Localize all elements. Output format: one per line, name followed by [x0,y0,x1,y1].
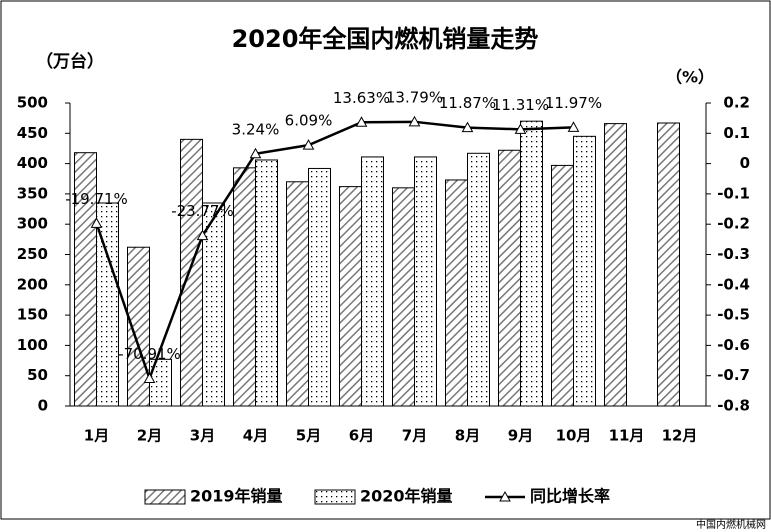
bar [657,122,680,407]
bar [180,138,203,407]
chart-title: 2020年全国内燃机销量走势 [232,25,539,53]
source: 中国内燃机械网 [696,518,766,531]
y-tick-label: 250 [17,245,48,263]
line-marker [196,229,209,241]
y2-tick-label: -0.3 [717,245,750,263]
bar [96,202,119,407]
legend-label: 2020年销量 [360,487,453,506]
x-tick-label: 9月 [508,427,533,445]
line-marker [408,115,421,127]
y2-tick-label: 0 [740,154,750,172]
bar [551,164,574,407]
x-tick-label: 4月 [243,427,268,445]
y-tick-label: 50 [27,366,48,384]
bar [467,152,490,407]
legend-label: 2019年销量 [190,487,283,506]
bar [308,167,331,407]
line-marker [249,147,262,159]
bar [202,202,225,407]
line-marker [302,139,315,150]
x-tick-label: 1月 [84,427,109,445]
data-label: 11.31% [492,96,549,114]
y2-tick-label: -0.7 [717,366,750,384]
x-tick-label: 10月 [556,427,592,445]
data-label: 3.24% [232,120,280,138]
y-tick-label: 200 [17,275,48,293]
data-label: 6.09% [285,112,333,130]
x-tick-label: 7月 [402,427,427,445]
bar [233,167,256,407]
data-label: -23.77% [171,202,234,220]
y-tick-label: 300 [17,215,48,233]
bar [286,181,309,407]
bar [414,156,437,407]
y2-tick-label: 0.2 [723,94,750,112]
y-tick-label: 350 [17,184,48,202]
legend-swatch [314,489,356,505]
data-label: -19.71% [65,190,128,208]
legend-marker [499,490,511,502]
line-marker [90,217,103,228]
bar [255,159,278,407]
line-marker [567,121,580,132]
y-tick-label: 450 [17,124,48,142]
y2-axis-label: （%） [666,68,714,87]
y-tick-label: 100 [17,336,48,354]
y2-tick-label: 0.1 [723,124,750,142]
y-axis-label: （万台） [36,51,104,72]
bar [445,179,468,407]
y-tick-label: 500 [17,94,48,112]
x-tick-label: 11月 [609,427,645,445]
x-tick-label: 12月 [662,427,698,445]
line-marker [355,116,368,127]
x-tick-label: 2月 [137,427,162,445]
line [95,120,574,383]
legend-label: 同比增长率 [530,487,610,506]
bar [339,186,362,407]
bar [498,149,521,407]
data-label: 11.87% [439,94,496,112]
bar [604,123,627,407]
bar [127,246,150,407]
x-tick-label: 5月 [296,427,321,445]
data-label: 13.63% [333,89,390,107]
y-tick-label: 0 [38,397,48,415]
line-marker [461,121,474,133]
y-tick-label: 150 [17,306,48,324]
y2-tick-label: -0.5 [717,306,750,324]
data-label: -70.91% [118,345,181,363]
y2-tick-label: -0.1 [717,184,750,202]
x-tick-label: 3月 [190,427,215,445]
bar [573,135,596,407]
data-label: 13.79% [386,88,443,106]
legend-swatch [144,489,186,505]
line-marker [143,372,156,383]
bar [520,120,543,407]
data-label: 11.97% [545,94,602,112]
y2-tick-label: -0.6 [717,336,750,354]
bar [392,187,415,407]
y-tick-label: 400 [17,154,48,172]
bar [361,156,384,407]
x-tick-label: 8月 [455,427,480,445]
x-tick-label: 6月 [349,427,374,445]
y2-tick-label: -0.4 [717,275,750,293]
y2-tick-label: -0.8 [717,397,750,415]
line-marker [514,123,527,134]
y2-tick-label: -0.2 [717,215,750,233]
